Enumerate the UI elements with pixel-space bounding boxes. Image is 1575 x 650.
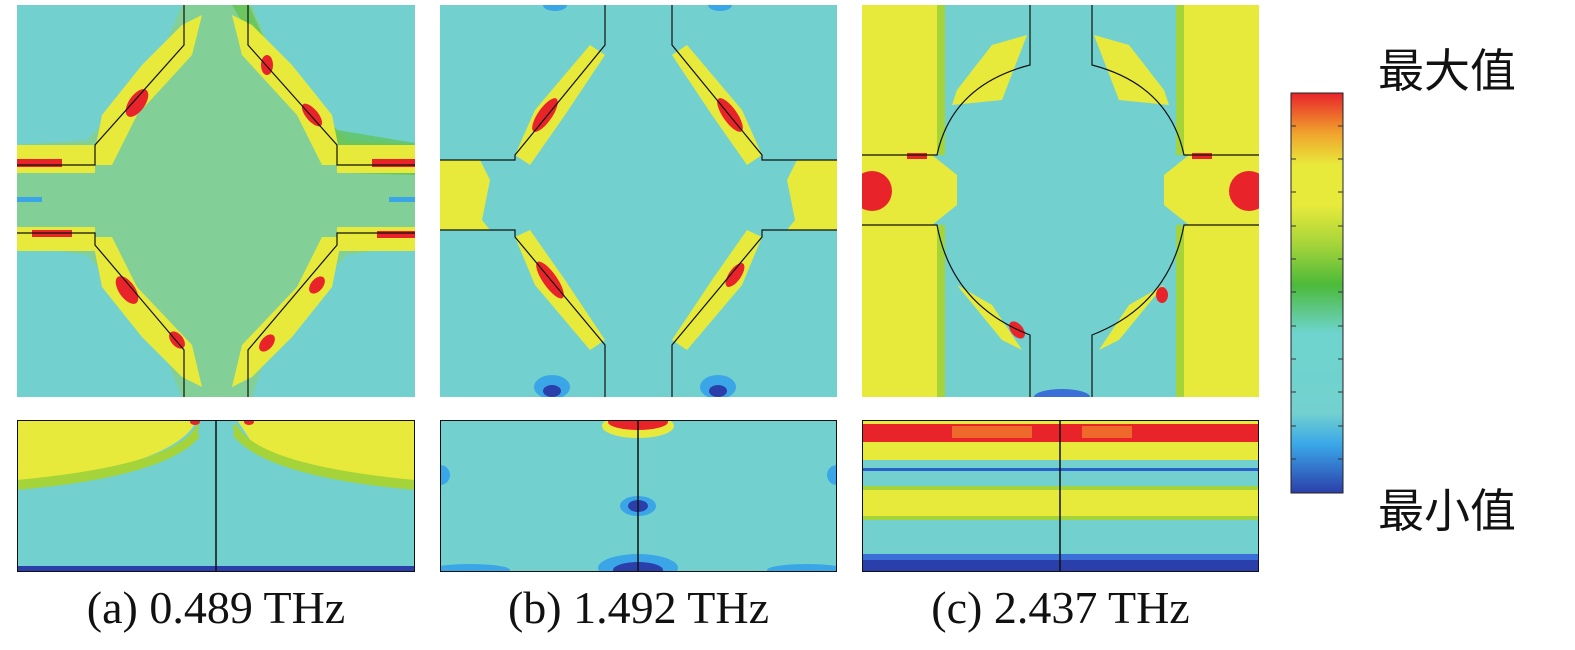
caption-a: (a) 0.489 THz [86,582,346,633]
panel-b-bottom-field-map [440,420,837,572]
colorbar-min-label: 最小值 [1378,486,1516,537]
panel-a-top-field-map [17,5,415,397]
caption-b: (b) 1.492 THz [507,582,770,633]
panel-c-bottom-field-map [862,420,1259,572]
caption-c: (c) 2.437 THz [931,582,1190,633]
colorbar-max-label: 最大值 [1378,46,1516,97]
panel-c-top-field-map [862,5,1259,397]
colorbar [1290,92,1344,494]
panel-a-bottom-field-map [17,420,415,572]
panel-b-top-field-map [440,5,837,397]
